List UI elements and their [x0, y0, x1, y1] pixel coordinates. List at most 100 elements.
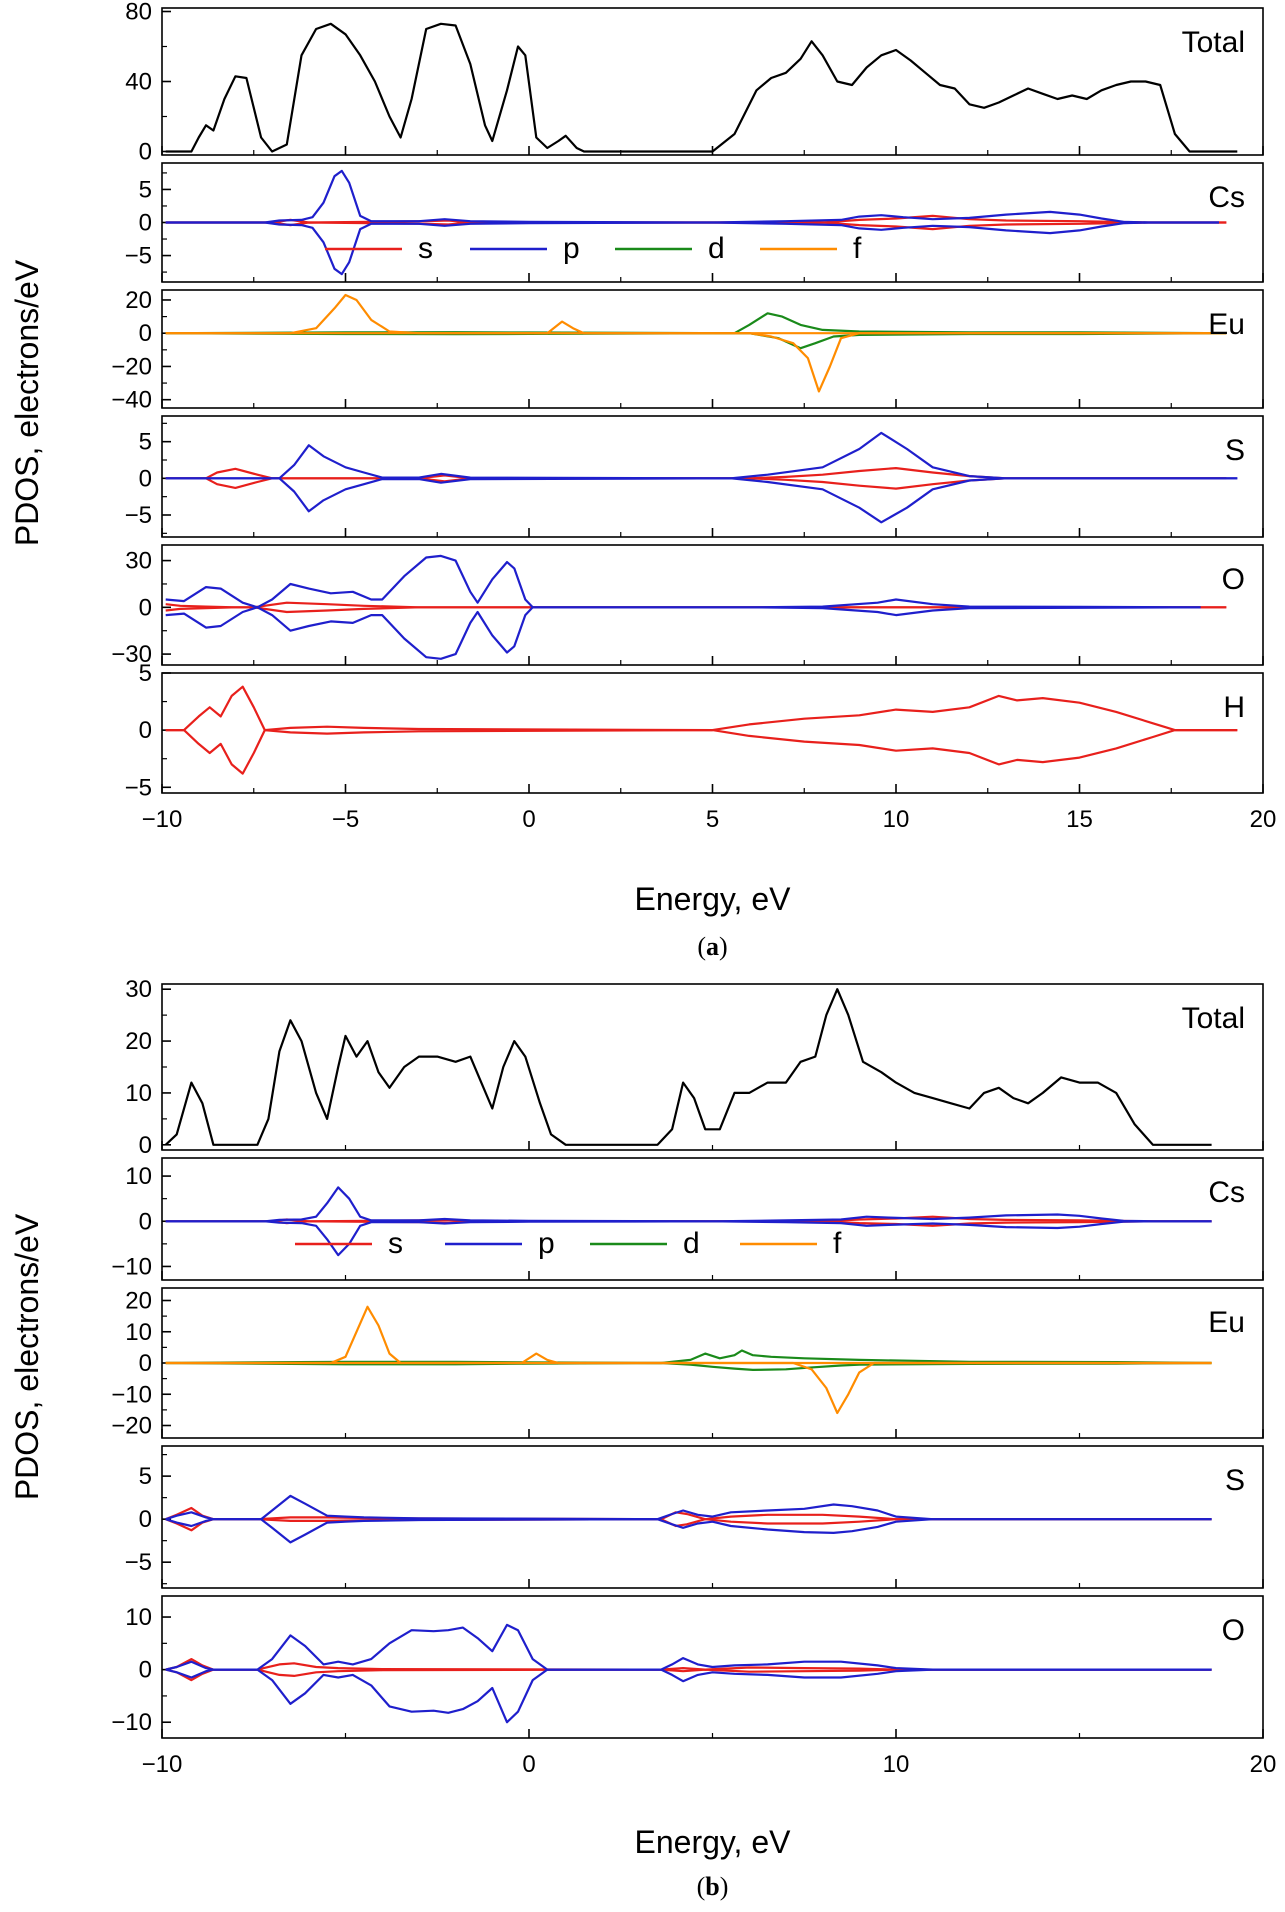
y-tick-label: 0	[139, 139, 152, 166]
y-tick-label: −5	[125, 774, 152, 801]
y-tick-label: −5	[125, 502, 152, 529]
legend-label-f: f	[853, 232, 862, 265]
x-tick-label: −10	[142, 806, 183, 833]
y-tick-label: 5	[139, 429, 152, 456]
legend-label-s: s	[418, 232, 433, 265]
panel-frame	[161, 289, 1264, 409]
y-tick-label: 20	[125, 287, 152, 314]
y-tick-label: 5	[139, 660, 152, 687]
x-tick-label: 0	[522, 1751, 535, 1778]
series-line-p	[165, 431, 1238, 480]
series-line-d	[165, 1349, 1212, 1365]
series-line-d	[165, 312, 1227, 335]
y-tick-label: −5	[125, 1549, 152, 1576]
panel-o: −10 0 10 O	[111, 1595, 1264, 1739]
y-tick-label: 0	[139, 210, 152, 237]
y-tick-label: 30	[125, 976, 152, 1003]
series-group	[165, 1494, 1212, 1544]
panel-frame	[161, 983, 1264, 1151]
legend-label-f: f	[833, 1227, 842, 1260]
panel-label: Eu	[1208, 1306, 1245, 1339]
series-line-total	[164, 988, 1212, 1146]
panel-cs: −5 0 5 Cs	[125, 162, 1264, 283]
y-tick-label: 80	[125, 0, 152, 26]
series-group	[165, 22, 1238, 153]
y-tick-label: 0	[139, 1506, 152, 1533]
y-tick-label: 10	[125, 1080, 152, 1107]
series-line-f	[165, 1361, 1212, 1415]
y-tick-label: 20	[125, 1028, 152, 1055]
panel-label: Eu	[1208, 308, 1245, 341]
y-tick-label: 0	[139, 320, 152, 347]
series-group	[165, 554, 1227, 660]
y-tick-label: 0	[139, 1132, 152, 1159]
series-line-p	[165, 554, 1201, 609]
y-axis-label: PDOS, electrons/eV	[9, 1213, 45, 1500]
series-line-p	[165, 221, 1219, 276]
series-line-s	[165, 606, 1227, 614]
y-tick-label: 5	[139, 1463, 152, 1490]
y-tick-label: 0	[139, 465, 152, 492]
x-tick-label: 0	[522, 806, 535, 833]
y-tick-label: 10	[125, 1319, 152, 1346]
legend-label-d: d	[683, 1227, 700, 1260]
series-group	[165, 1305, 1212, 1415]
legend-label-s: s	[388, 1227, 403, 1260]
y-tick-label: 0	[139, 1350, 152, 1377]
series-group	[165, 431, 1238, 524]
series-line-s	[165, 214, 1227, 224]
series-line-f	[165, 1305, 1212, 1365]
y-tick-label: 0	[139, 594, 152, 621]
x-tick-label: 20	[1250, 1751, 1277, 1778]
series-group	[165, 293, 1227, 393]
series-group	[165, 1186, 1212, 1257]
y-tick-label: 40	[125, 69, 152, 96]
series-line-p	[165, 1494, 1212, 1521]
series-group	[165, 1623, 1212, 1724]
series-line-p	[165, 1518, 1212, 1544]
y-tick-label: −30	[111, 641, 152, 668]
series-line-p	[165, 477, 1238, 524]
panel-frame	[161, 7, 1264, 156]
x-tick-label: 10	[883, 806, 910, 833]
figure-b: 0 10 20 30 Total −10 0 10 Cs −20 −10 0 10 20 Eu −5 0 5 S −1…	[9, 976, 1276, 1901]
panel-frame	[161, 415, 1264, 538]
series-group	[165, 169, 1227, 276]
panel-label: Total	[1182, 1002, 1245, 1035]
panel-label: S	[1225, 434, 1245, 467]
y-tick-label: 10	[125, 1163, 152, 1190]
y-axis-label: PDOS, electrons/eV	[9, 259, 45, 546]
series-line-p	[165, 1220, 1212, 1257]
x-tick-label: −5	[332, 806, 359, 833]
y-tick-label: 0	[139, 1208, 152, 1235]
y-tick-label: 0	[139, 717, 152, 744]
series-group	[164, 988, 1212, 1146]
series-line-f	[165, 293, 1227, 335]
panel-total: 0 10 20 30 Total	[125, 976, 1264, 1159]
series-line-p	[165, 1186, 1212, 1223]
x-tick-label: 15	[1066, 806, 1093, 833]
panel-h: −5 0 5 H	[125, 660, 1264, 801]
figure-caption: (b)	[697, 1872, 729, 1901]
x-tick-label: −10	[142, 1751, 183, 1778]
x-axis-label: Energy, eV	[635, 881, 792, 917]
y-tick-label: −40	[111, 387, 152, 414]
series-line-d	[165, 332, 1227, 350]
y-tick-label: −10	[111, 1381, 152, 1408]
x-tick-label: 20	[1250, 806, 1277, 833]
legend-label-p: p	[563, 232, 580, 265]
y-tick-label: −10	[111, 1709, 152, 1736]
panel-label: S	[1225, 1464, 1245, 1497]
panel-cs: −10 0 10 Cs	[111, 1157, 1264, 1281]
series-line-s	[165, 729, 1238, 775]
series-line-s	[165, 467, 1227, 480]
panel-s: −5 0 5 S	[125, 415, 1264, 538]
x-tick-label: 5	[706, 806, 719, 833]
series-line-s	[165, 685, 1238, 732]
legend-label-p: p	[538, 1227, 555, 1260]
y-tick-label: −20	[111, 1413, 152, 1440]
